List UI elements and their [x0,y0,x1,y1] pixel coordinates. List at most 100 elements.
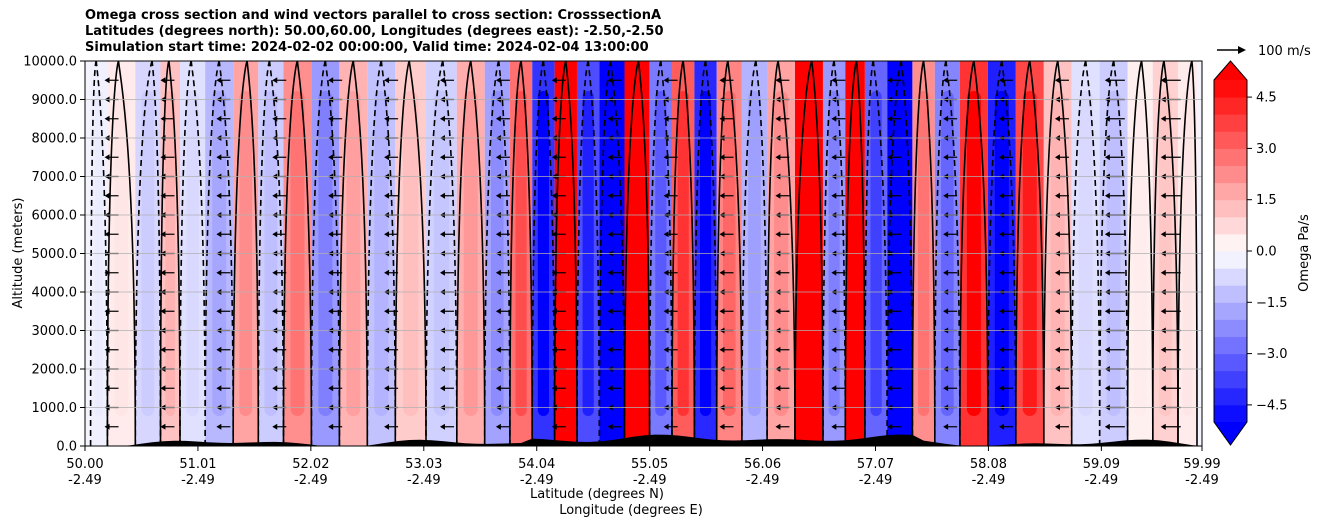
wind-vector-head [943,154,949,161]
y-tick-label: 5000.0 [32,247,78,262]
colorbar-segment [1214,285,1247,303]
colorbar-segment [1214,233,1247,252]
wind-vector-head [160,154,166,161]
wind-vector-head [831,346,837,353]
wind-vector-head [831,77,837,84]
wind-vector-head [160,231,166,238]
wind-vector-head [551,423,557,430]
wind-vector-head [663,115,669,122]
wind-vector-head [831,231,837,238]
wind-vector-head [831,308,837,315]
wind-vector-head [104,154,110,161]
wind-vector-head [663,346,669,353]
colorbar-segment [1214,114,1247,132]
wind-vector-head [1104,231,1110,238]
wind-vector-head [551,269,557,276]
wind-vector-head [719,346,725,353]
colorbar-segment [1214,336,1247,355]
wind-vector-head [328,154,334,161]
x-tick-label-lat: 53.03 [405,457,442,472]
wind-vector-head [887,385,893,392]
wind-vector-head [607,423,613,430]
wind-vector-head [719,115,725,122]
quiver-key-label: 100 m/s [1258,44,1311,59]
wind-vector-head [999,385,1005,392]
wind-vector-head [216,269,222,276]
wind-vector-head [999,231,1005,238]
wind-vector-head [384,115,390,122]
wind-vector-head [216,308,222,315]
wind-vector-head [495,423,501,430]
wind-vector-head [887,154,893,161]
wind-vector-head [495,231,501,238]
wind-vector-head [999,192,1005,199]
wind-vector-head [216,115,222,122]
wind-vector-head [551,115,557,122]
wind-vector-head [160,423,166,430]
colorbar-segment [1214,199,1247,218]
x-tick-label-lon: -2.49 [407,473,441,488]
colorbar-segment [1214,404,1247,423]
wind-vector-head [719,154,725,161]
wind-vector-head [551,346,557,353]
wind-vector-head [160,77,166,84]
wind-vector-head [831,154,837,161]
wind-vector-head [999,346,1005,353]
wind-vector-head [607,231,613,238]
x-tick-label-lat: 56.06 [744,457,781,472]
wind-vector-head [104,269,110,276]
wind-vector-head [607,385,613,392]
wind-vector-head [607,115,613,122]
wind-vector-head [1104,269,1110,276]
colorbar-segment [1214,97,1247,115]
wind-vector-head [1054,115,1060,122]
wind-vector-head [1104,77,1110,84]
x-tick-label-lon: -2.49 [972,473,1006,488]
wind-vector-head [607,269,613,276]
wind-vector-head [272,423,278,430]
wind-vector-head [775,308,781,315]
wind-vector-head [328,385,334,392]
x-tick-label-lon: -2.49 [1085,473,1119,488]
wind-vector-head [272,308,278,315]
wind-vector-head [216,231,222,238]
wind-vector-head [1160,385,1166,392]
wind-vector-head [328,308,334,315]
wind-vector-head [943,77,949,84]
wind-vector-head [272,346,278,353]
quiver-key-arrowhead [1238,46,1246,54]
wind-vector-head [328,77,334,84]
x-tick-label-lat: 50.00 [66,457,103,472]
wind-vector-head [831,423,837,430]
wind-vector-head [384,346,390,353]
quiver-key: 100 m/s [1217,44,1311,59]
wind-vector-head [775,231,781,238]
wind-vector-head [439,115,445,122]
wind-vector-head [887,346,893,353]
y-tick-label: 3000.0 [32,324,78,339]
colorbar-segment [1214,268,1247,286]
wind-vector-head [943,231,949,238]
wind-vector-head [943,308,949,315]
wind-vector-head [1054,308,1060,315]
wind-vector-head [216,192,222,199]
colorbar-segment [1214,353,1247,372]
y-tick-label: 4000.0 [32,286,78,301]
wind-vector-head [1054,192,1060,199]
wind-vector-head [719,423,725,430]
wind-vector-head [719,231,725,238]
wind-vector-head [1160,231,1166,238]
wind-vector-head [104,423,110,430]
x-tick-label-lat: 59.99 [1183,457,1220,472]
wind-vector-head [551,192,557,199]
x-axis-label-lat: Latitude (degrees N) [530,487,664,502]
colorbar-segment [1214,148,1247,166]
wind-vector-head [943,423,949,430]
wind-vector-head [999,308,1005,315]
wind-vector-head [1160,154,1166,161]
x-tick-label-lat: 58.08 [970,457,1007,472]
wind-vector-head [943,346,949,353]
y-tick-label: 10000.0 [23,55,77,70]
wind-vector-head [663,192,669,199]
